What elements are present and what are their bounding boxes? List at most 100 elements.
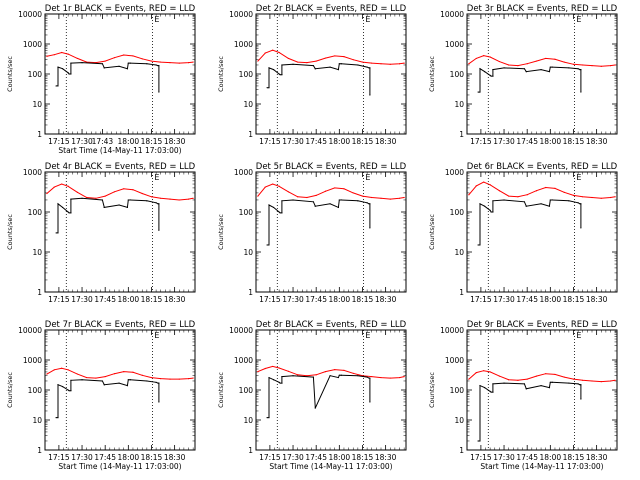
x-tick-label: 18:30	[375, 137, 397, 146]
series-point	[70, 73, 72, 75]
series-point	[281, 375, 283, 378]
series-point	[272, 49, 274, 51]
series-point	[343, 188, 345, 190]
series-point	[158, 382, 160, 384]
y-tick-label: 1000	[234, 40, 253, 49]
series-point	[292, 375, 294, 377]
series-point	[492, 383, 494, 385]
series-point	[371, 375, 373, 378]
series-point	[67, 389, 69, 391]
series-point	[70, 390, 72, 392]
y-tick-label: 1	[37, 446, 42, 455]
series-point	[526, 378, 528, 380]
series-point	[551, 381, 553, 383]
x-tick-label: 18:30	[586, 137, 608, 146]
chart-panel-5: Det 5r BLACK = Events, RED = LLD Counts/s…	[217, 162, 407, 304]
series-point	[46, 55, 48, 57]
series-point	[609, 196, 612, 199]
series-point	[549, 199, 551, 201]
chart-panel-8: Det 8r BLACK = Events, RED = LLD Counts/s…	[217, 320, 407, 471]
series-point	[272, 365, 274, 368]
y-tick-label: 1000	[23, 40, 42, 49]
y-axis-label: Counts/sec	[428, 372, 436, 408]
series-point	[369, 94, 371, 96]
series-point	[483, 387, 486, 389]
series-point	[551, 199, 553, 201]
series-point	[292, 199, 294, 201]
e-marker-label: E	[365, 331, 370, 340]
series-point	[278, 381, 280, 383]
y-tick-label: 100	[239, 70, 254, 79]
x-tick-label: 18:15	[352, 453, 374, 462]
series-point	[371, 62, 373, 64]
x-tick-label: 18:30	[164, 295, 186, 304]
y-tick-label: 10000	[229, 10, 253, 19]
series-point	[169, 61, 171, 64]
series-point	[67, 72, 69, 74]
series-point	[508, 379, 510, 381]
x-tick-label: 17:45	[516, 453, 538, 462]
series-point	[489, 184, 491, 186]
x-tick-label: 18:30	[586, 453, 608, 462]
series-point	[178, 378, 180, 380]
series-point	[343, 56, 345, 58]
series-point	[268, 67, 270, 69]
series-point	[523, 68, 526, 70]
series-point	[314, 68, 316, 70]
x-tick-label: 18:15	[141, 137, 163, 146]
series-point	[266, 87, 268, 89]
series-point	[398, 376, 401, 379]
series-point	[380, 376, 382, 379]
series-point	[498, 190, 501, 192]
series-point	[479, 203, 481, 205]
y-tick-label: 100	[450, 386, 465, 395]
series-point	[86, 376, 88, 379]
y-tick-label: 1	[459, 130, 464, 139]
series-point	[492, 391, 494, 393]
series-point	[517, 379, 519, 381]
x-tick-label: 17:30	[282, 295, 304, 304]
series-point	[477, 440, 479, 442]
series-point	[398, 63, 401, 65]
series-point	[337, 69, 340, 71]
y-tick-label: 1000	[445, 356, 464, 365]
series-point	[498, 375, 501, 377]
series-point	[169, 198, 171, 200]
series-point	[158, 401, 160, 403]
series-line-events-black	[267, 374, 371, 419]
series-point	[306, 196, 308, 199]
x-tick-label: 17:15	[48, 137, 70, 146]
series-point	[70, 62, 72, 64]
series-point	[76, 191, 79, 193]
series-point	[268, 376, 270, 379]
y-axis-label: Counts/sec	[6, 214, 14, 250]
x-tick-label: 18:00	[118, 137, 140, 146]
series-point	[57, 85, 59, 87]
series-point	[614, 64, 616, 66]
x-tick-label: 18:00	[540, 295, 562, 304]
series-point	[492, 211, 494, 213]
series-point	[157, 382, 159, 384]
y-tick-label: 100	[28, 70, 43, 79]
series-point	[489, 371, 491, 373]
e-marker-label: E	[576, 331, 581, 340]
series-point	[146, 380, 148, 382]
y-axis-label: Counts/sec	[217, 56, 225, 92]
series-point	[540, 385, 542, 387]
series-point	[403, 375, 405, 378]
series-point	[352, 59, 354, 61]
series-point	[129, 379, 131, 381]
series-line-lld-red	[46, 183, 194, 201]
series-point	[483, 181, 485, 183]
series-point	[118, 204, 120, 206]
series-point	[545, 373, 547, 375]
y-tick-label: 10	[454, 100, 464, 109]
x-tick-label: 17:45	[94, 453, 116, 462]
series-point	[490, 211, 492, 213]
series-point	[526, 194, 528, 196]
y-tick-label: 10	[243, 416, 253, 425]
plot-frame	[466, 171, 618, 293]
series-point	[479, 385, 481, 387]
series-point	[178, 199, 180, 201]
series-point	[503, 199, 505, 201]
